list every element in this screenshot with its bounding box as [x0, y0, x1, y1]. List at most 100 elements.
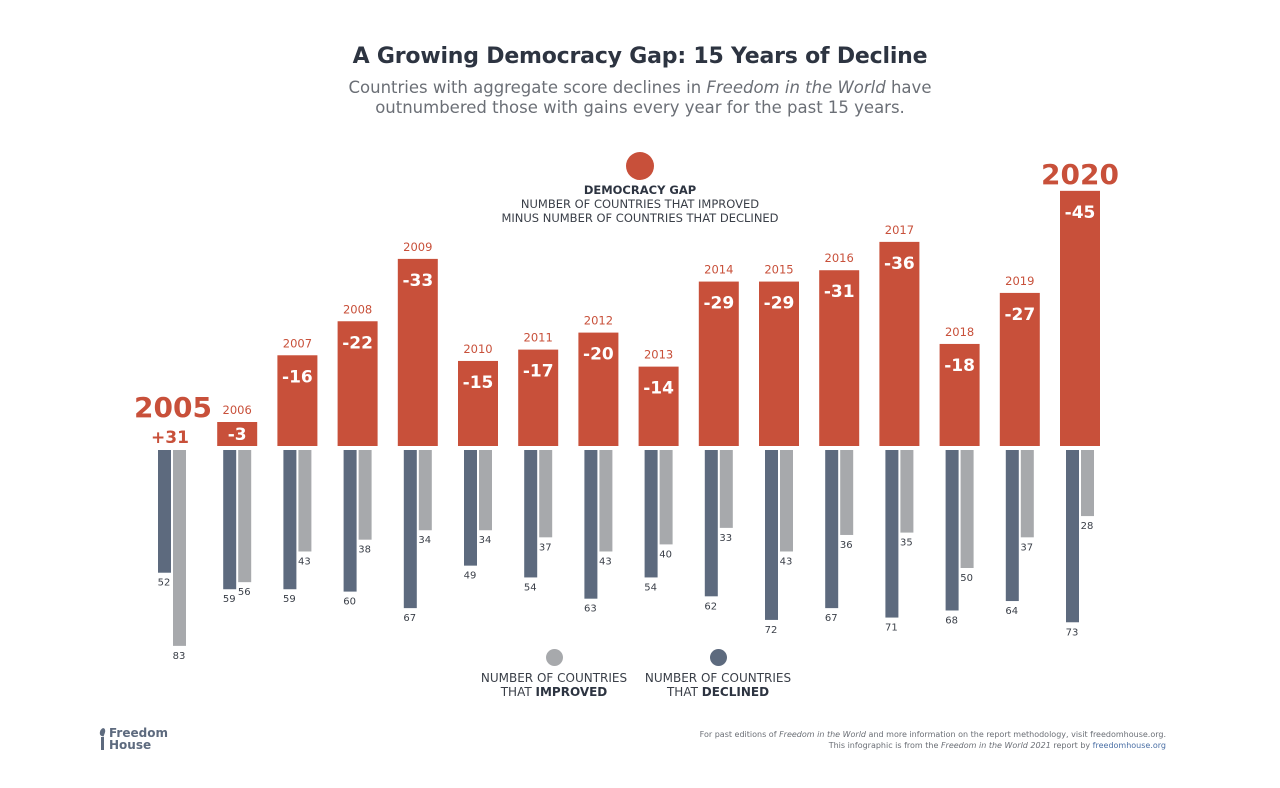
year-label: 2017	[885, 223, 914, 237]
legend-improved-bold: IMPROVED	[535, 685, 608, 699]
gap-value-label: -17	[523, 362, 554, 382]
gap-bar	[337, 321, 378, 446]
improved-bar	[358, 450, 372, 540]
declined-value-label: 72	[765, 625, 778, 636]
declined-value-label: 64	[1005, 606, 1018, 617]
improved-value-label: 37	[1020, 542, 1033, 553]
declined-value-label: 62	[704, 601, 717, 612]
year-label-highlight: 2020	[1041, 158, 1119, 191]
gap-bar	[518, 349, 559, 446]
improved-value-label: 33	[719, 533, 732, 544]
gap-value-label: -15	[463, 373, 494, 393]
improved-value-label: 40	[659, 549, 672, 560]
footer-l2-pre: This infographic is from the	[828, 741, 941, 750]
gap-bar	[939, 343, 980, 446]
year-label: 2014	[704, 263, 733, 277]
year-label: 2019	[1005, 274, 1034, 288]
year-label: 2018	[945, 325, 974, 339]
declined-value-label: 63	[584, 604, 597, 615]
legend-improved-pre: THAT	[500, 685, 536, 699]
democracy-gap-legend: DEMOCRACY GAP NUMBER OF COUNTRIES THAT I…	[440, 152, 840, 225]
declined-bar	[885, 450, 899, 618]
improved-value-label: 43	[599, 556, 612, 567]
declined-value-label: 60	[343, 597, 356, 608]
gap-value-label: -22	[342, 333, 373, 353]
chart-subtitle: Countries with aggregate score declines …	[0, 78, 1280, 118]
legend-declined-line1: NUMBER OF COUNTRIES	[644, 671, 792, 685]
improved-bar	[599, 450, 613, 552]
gap-bar	[458, 360, 498, 446]
footer-l1-italic: Freedom in the World	[779, 730, 867, 739]
gap-bar	[277, 355, 318, 446]
improved-bar	[1081, 450, 1094, 517]
gap-bar	[1060, 190, 1100, 446]
improved-bar	[298, 450, 312, 552]
gap-value-label: -27	[1004, 305, 1035, 325]
year-label: 2007	[283, 336, 312, 350]
chart-title: A Growing Democracy Gap: 15 Years of Dec…	[352, 44, 928, 69]
declined-value-label: 59	[283, 594, 296, 605]
gap-value-label: +31	[151, 428, 189, 448]
declined-bar	[945, 450, 959, 611]
declined-value-label: 54	[524, 582, 537, 593]
subtitle-italic: Freedom in the World	[706, 78, 886, 97]
improved-bar	[719, 450, 733, 528]
improved-value-label: 38	[358, 545, 371, 556]
year-label: 2009	[403, 240, 432, 254]
year-label: 2016	[825, 251, 854, 265]
declined-bar	[704, 450, 718, 597]
gap-value-label: -29	[764, 294, 795, 314]
year-label-highlight: 2005	[134, 391, 212, 424]
logo-line1: Freedom	[109, 726, 168, 740]
declined-bar	[584, 450, 598, 599]
improved-value-label: 43	[298, 556, 311, 567]
footer-link[interactable]: freedomhouse.org	[1092, 741, 1166, 750]
gap-bar	[819, 270, 860, 446]
subtitle-text-2: have	[885, 78, 932, 97]
gap-bar	[397, 258, 438, 446]
year-label: 2008	[343, 302, 372, 316]
gap-value-label: -29	[703, 294, 734, 314]
improved-bar	[238, 450, 252, 583]
gap-value-label: -16	[282, 367, 313, 387]
improved-bar	[1020, 450, 1034, 538]
torch-icon	[100, 728, 106, 750]
gap-value-label: -20	[583, 345, 614, 365]
year-label: 2010	[463, 342, 492, 356]
improved-value-label: 28	[1081, 521, 1094, 532]
declined-value-label: 54	[644, 582, 657, 593]
improved-bar	[840, 450, 854, 535]
declined-value-label: 73	[1066, 627, 1079, 638]
gap-value-label: -3	[228, 425, 247, 445]
legend-declined: NUMBER OF COUNTRIES THAT DECLINED	[638, 649, 798, 699]
footer-l2-mid: report by	[1050, 741, 1093, 750]
improved-bar	[900, 450, 914, 533]
improved-bar	[539, 450, 553, 538]
gap-value-label: -36	[884, 254, 915, 274]
declined-value-label: 67	[403, 613, 416, 624]
year-label: 2011	[524, 331, 553, 345]
declined-value-label: 59	[223, 594, 236, 605]
declined-bar	[1066, 450, 1079, 623]
declined-bar	[403, 450, 417, 609]
gap-value-label: -31	[824, 282, 855, 302]
declined-bar	[158, 450, 171, 573]
improved-value-label: 36	[840, 540, 853, 551]
footer-l2-italic: Freedom in the World 2021	[940, 741, 1051, 750]
gap-legend-dot-icon	[626, 152, 654, 180]
legend-declined-bold: DECLINED	[701, 685, 770, 699]
improved-value-label: 50	[960, 573, 973, 584]
legend-improved: NUMBER OF COUNTRIES THAT IMPROVED	[474, 649, 634, 699]
freedom-house-logo: Freedom House	[100, 727, 168, 751]
improved-bar	[960, 450, 974, 568]
improved-bar	[780, 450, 793, 552]
improved-bar	[418, 450, 432, 531]
declined-value-label: 52	[158, 578, 171, 589]
gap-value-label: -33	[402, 271, 433, 291]
year-label: 2013	[644, 348, 673, 362]
declined-bar	[644, 450, 658, 578]
gap-bar	[578, 332, 619, 446]
improved-bar	[479, 450, 492, 531]
gap-bar	[879, 241, 920, 446]
improved-value-label: 56	[238, 587, 251, 598]
